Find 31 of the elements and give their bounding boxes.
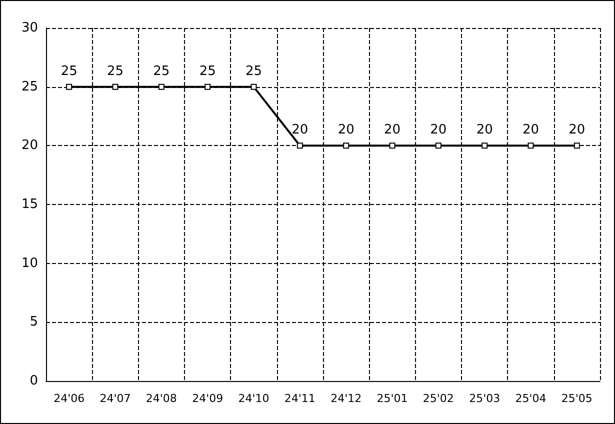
y-tick-label: 30 xyxy=(21,20,38,36)
data-label: 25 xyxy=(106,64,124,79)
x-tick-label: 24'09 xyxy=(192,392,224,405)
data-label: 20 xyxy=(292,122,308,138)
x-tick-label: 25'01 xyxy=(376,392,408,405)
x-tick-label: 24'12 xyxy=(330,392,362,405)
x-tick-label: 24'07 xyxy=(100,392,131,405)
x-tick-label: 25'02 xyxy=(422,392,454,405)
data-label: 25 xyxy=(153,64,170,79)
data-label: 20 xyxy=(384,122,401,138)
x-tick-label: 24'08 xyxy=(146,392,177,405)
data-label: 20 xyxy=(522,122,540,138)
x-tick-label: 24'11 xyxy=(284,392,316,405)
data-label: 20 xyxy=(568,122,586,138)
x-tick-label: 24'06 xyxy=(54,392,85,405)
y-tick-label: 10 xyxy=(21,256,38,271)
data-label: 20 xyxy=(338,122,354,138)
y-tick-label: 15 xyxy=(21,197,38,212)
y-tick-label: 5 xyxy=(30,314,38,330)
x-tick-label: 25'03 xyxy=(469,392,500,405)
data-label: 20 xyxy=(476,122,493,138)
data-label: 25 xyxy=(245,64,262,79)
data-label: 25 xyxy=(60,64,78,79)
x-tick-label: 25'04 xyxy=(515,392,546,405)
x-tick-label: 24'10 xyxy=(238,392,270,405)
y-tick-label: 25 xyxy=(21,79,38,94)
x-tick-label: 25'05 xyxy=(561,392,592,405)
y-tick-label: 0 xyxy=(30,374,38,388)
data-label: 25 xyxy=(199,64,216,79)
data-label: 20 xyxy=(430,122,447,138)
y-tick-label: 20 xyxy=(21,138,38,154)
